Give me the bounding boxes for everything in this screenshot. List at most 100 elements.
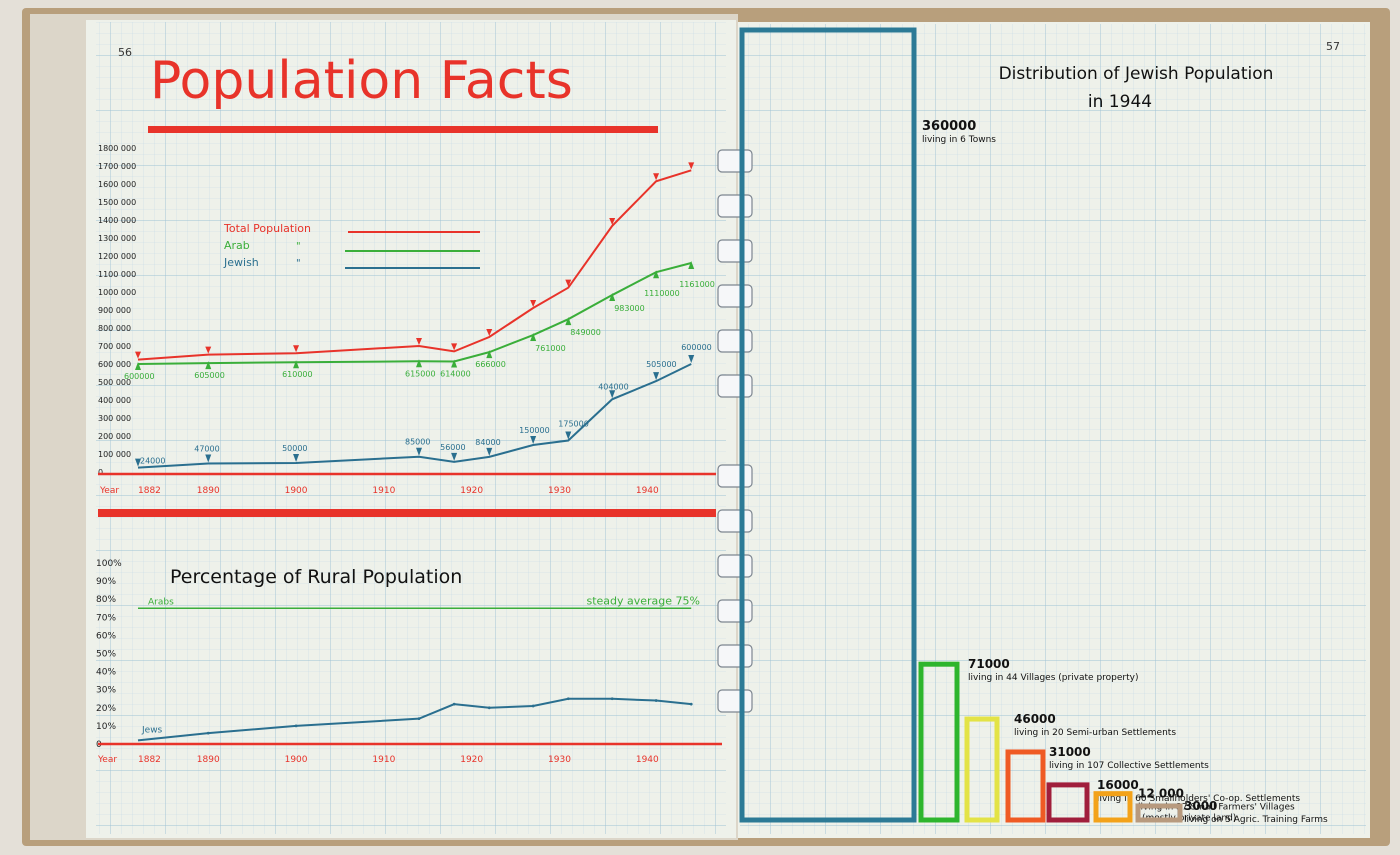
x-tick-label: 1920: [460, 486, 483, 496]
y-tick-label: 1600 000: [98, 180, 136, 189]
data-point-marker: [653, 270, 660, 279]
y-tick-label: 50%: [96, 650, 116, 660]
y-tick-label: 200 000: [98, 432, 131, 441]
chart-title: Percentage of Rural Population: [170, 566, 462, 588]
data-point-marker: [609, 217, 616, 225]
data-label: 1110000: [644, 289, 680, 298]
x-tick-label: 1920: [460, 755, 483, 765]
y-tick-label: 60%: [96, 631, 116, 641]
data-point-marker: [688, 162, 695, 170]
binding-ring: [717, 284, 753, 308]
x-tick-label: 1930: [548, 486, 571, 496]
legend-label: Total Population: [223, 222, 311, 235]
population-line-chart: 1800 000 1700 000 1600 000 1500 000 1400 000…: [98, 144, 716, 496]
data-point-marker: [486, 329, 493, 336]
data-point-marker: [293, 345, 300, 353]
data-point-marker: [653, 372, 660, 381]
data-point-marker: [205, 454, 212, 463]
data-point-marker: [135, 458, 141, 467]
y-tick-label: 800 000: [98, 324, 131, 333]
data-label: 761000: [535, 344, 566, 353]
data-point-marker: [417, 717, 421, 721]
data-point-marker: [294, 724, 298, 728]
distribution-bar-chart: Distribution of Jewish Population in 1944…: [739, 27, 1328, 825]
y-tick-label: 100 000: [98, 450, 131, 459]
x-tick-label: 1940: [636, 755, 659, 765]
binding-ring: [717, 644, 753, 668]
data-point-marker: [565, 317, 572, 326]
binding-ring: [717, 689, 753, 713]
x-axis-label: Year: [97, 755, 117, 765]
y-tick-label: 30%: [96, 686, 116, 696]
x-tick-label: 1882: [138, 486, 161, 496]
binding-ring: [717, 329, 753, 353]
data-point-marker: [609, 293, 616, 302]
bar-category-label: living in 107 Collective Settlements: [1049, 761, 1209, 771]
data-point-marker: [205, 346, 212, 354]
y-tick-label: 1400 000: [98, 216, 136, 225]
data-point-marker: [416, 359, 422, 368]
bar-value-label: 16000: [1097, 778, 1139, 792]
data-point-marker: [654, 699, 658, 702]
bar-value-label: 46000: [1014, 712, 1056, 726]
y-tick-label: 400 000: [98, 396, 131, 405]
binding-ring: [717, 554, 753, 578]
data-point-marker: [293, 360, 300, 369]
x-tick-label: 1940: [636, 486, 659, 496]
data-point-marker: [487, 706, 491, 710]
data-point-marker: [609, 390, 616, 399]
y-tick-label: 1800 000: [98, 144, 136, 153]
y-tick-label: 90%: [96, 577, 116, 587]
data-point-marker: [566, 697, 570, 701]
y-tick-label: 80%: [96, 595, 116, 605]
x-tick-label: 1882: [138, 755, 161, 765]
data-point-marker: [610, 697, 614, 701]
binding-ring: [717, 239, 753, 263]
bar: [1135, 803, 1183, 823]
bar-category-label: living on 5 Agric. Training Farms: [1184, 815, 1328, 825]
y-tick-label: 1700 000: [98, 162, 136, 171]
chart-title: Distribution of Jewish Population: [999, 64, 1274, 84]
data-label: 56000: [440, 443, 465, 452]
x-tick-label: 1930: [548, 755, 571, 765]
data-label: 50000: [282, 444, 307, 453]
y-tick-label: 70%: [96, 613, 116, 623]
y-tick-label: 1000 000: [98, 288, 136, 297]
legend-label: Arab: [224, 239, 250, 252]
data-label: 615000: [405, 369, 436, 378]
data-point-marker: [688, 261, 695, 270]
page-number-right: 57: [1326, 40, 1340, 53]
data-point-marker: [135, 351, 141, 359]
data-label: 666000: [475, 360, 506, 369]
right-page-grid-major: [740, 24, 1366, 834]
y-tick-label: 300 000: [98, 414, 131, 423]
bar-value-label: 3000: [1184, 799, 1217, 813]
bar: [1005, 749, 1046, 823]
data-point-marker: [486, 447, 493, 456]
data-point-marker: [135, 362, 141, 370]
data-label: 610000: [282, 370, 313, 379]
data-label: 505000: [646, 360, 677, 369]
data-label: 47000: [194, 445, 219, 454]
data-label: 150000: [519, 426, 550, 435]
bar: [1093, 791, 1133, 823]
binding-ring: [717, 509, 753, 533]
page-number-left: 56: [118, 46, 132, 59]
data-point-marker: [293, 454, 300, 462]
data-point-marker: [653, 173, 660, 181]
bar-value-label: 12 000: [1138, 787, 1184, 801]
series-annotation: steady average 75%: [586, 594, 700, 607]
legend-ditto: ": [296, 258, 301, 269]
series-line: [137, 169, 692, 361]
bar-category-label: living in 20 Semi-urban Settlements: [1014, 728, 1176, 738]
y-tick-label: 1100 000: [98, 270, 136, 279]
bar: [739, 27, 917, 823]
data-point-marker: [451, 359, 458, 368]
legend-label: Jewish: [223, 256, 259, 269]
y-tick-label: 1200 000: [98, 252, 136, 261]
x-tick-label: 1900: [285, 755, 308, 765]
y-tick-label: 900 000: [98, 306, 131, 315]
data-label: 84000: [475, 438, 500, 447]
title-underline: [148, 126, 658, 133]
